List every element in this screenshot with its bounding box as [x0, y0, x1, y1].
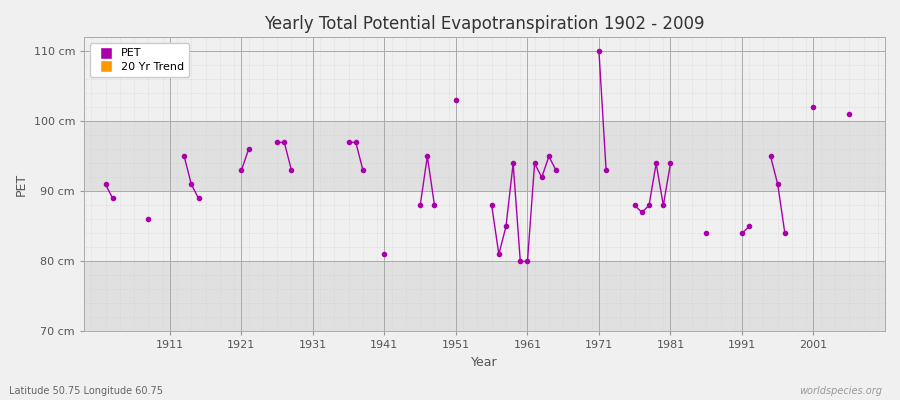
- Title: Yearly Total Potential Evapotranspiration 1902 - 2009: Yearly Total Potential Evapotranspiratio…: [265, 15, 705, 33]
- Bar: [84, 191, 885, 261]
- Bar: [84, 121, 885, 191]
- Bar: [84, 51, 885, 121]
- Legend: PET, 20 Yr Trend: PET, 20 Yr Trend: [90, 43, 189, 77]
- X-axis label: Year: Year: [472, 356, 498, 369]
- Text: worldspecies.org: worldspecies.org: [799, 386, 882, 396]
- Text: Latitude 50.75 Longitude 60.75: Latitude 50.75 Longitude 60.75: [9, 386, 163, 396]
- Bar: [84, 261, 885, 332]
- Y-axis label: PET: PET: [15, 173, 28, 196]
